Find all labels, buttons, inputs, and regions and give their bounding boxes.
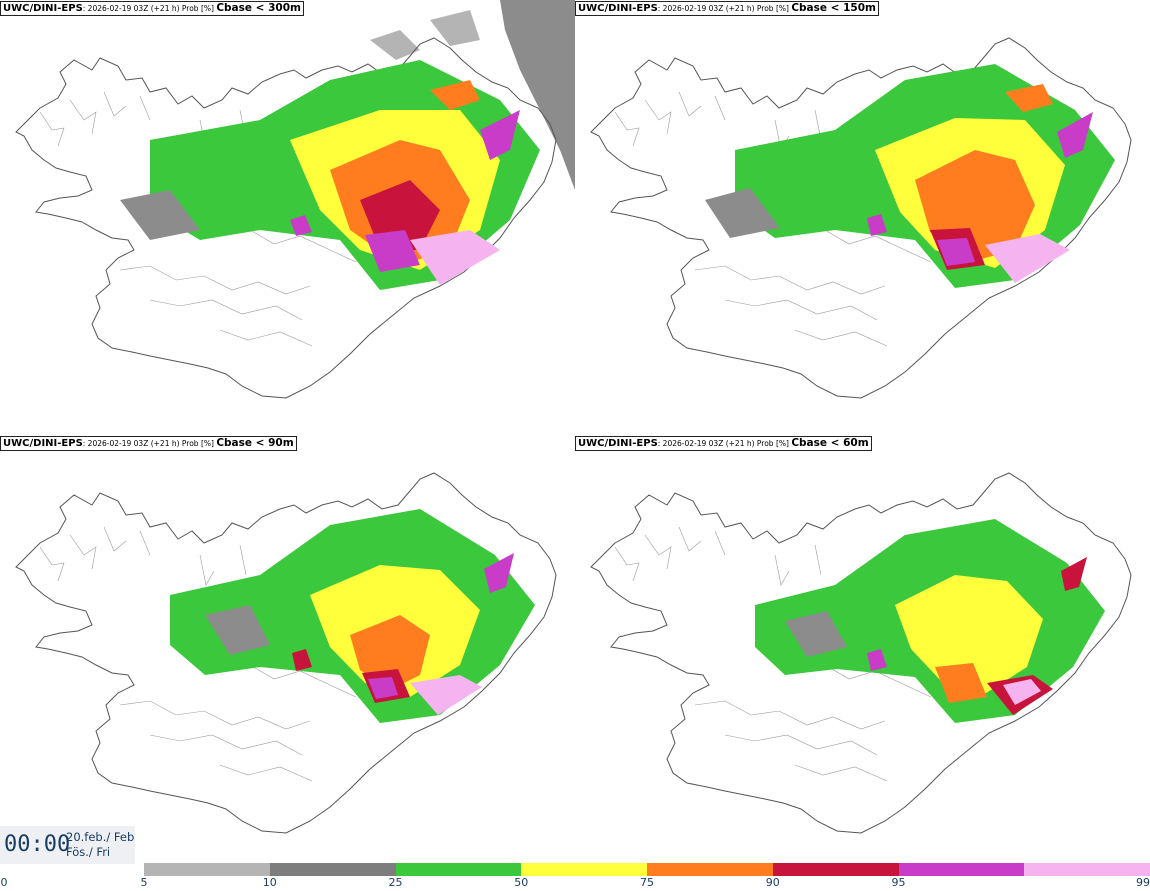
colorbar-segment bbox=[1024, 863, 1150, 876]
colorbar-tick-label: 25 bbox=[388, 876, 403, 889]
colorbar-tick-label: 0 bbox=[0, 876, 8, 889]
map-panel-cbase-300m: UWC/DINI-EPS: 2026-02-19 03Z (+21 h) Pro… bbox=[0, 0, 575, 435]
valid-time: 00:00 bbox=[4, 832, 71, 857]
colorbar-segment bbox=[395, 863, 522, 876]
map-panel-cbase-150m: UWC/DINI-EPS: 2026-02-19 03Z (+21 h) Pro… bbox=[575, 0, 1150, 435]
probability-map bbox=[15, 0, 575, 399]
panel-title: UWC/DINI-EPS: 2026-02-19 03Z (+21 h) Pro… bbox=[575, 436, 872, 451]
valid-time-box: 00:00 20.feb./ Feb Fös./ Fri bbox=[0, 826, 135, 864]
probability-map bbox=[590, 37, 1132, 399]
map-panel-cbase-90m: UWC/DINI-EPS: 2026-02-19 03Z (+21 h) Pro… bbox=[0, 435, 575, 870]
colorbar-segment bbox=[144, 863, 270, 876]
panel-title: UWC/DINI-EPS: 2026-02-19 03Z (+21 h) Pro… bbox=[0, 436, 297, 451]
colorbar-segment bbox=[269, 863, 396, 876]
colorbar-segment bbox=[898, 863, 1025, 876]
panel-title: UWC/DINI-EPS: 2026-02-19 03Z (+21 h) Pro… bbox=[575, 1, 879, 16]
colorbar-segment bbox=[647, 863, 773, 876]
valid-date: 20.feb./ Feb Fös./ Fri bbox=[66, 830, 135, 859]
colorbar-segment bbox=[772, 863, 899, 876]
colorbar-tick-label: 90 bbox=[765, 876, 780, 889]
colorbar-tick-label: 50 bbox=[514, 876, 529, 889]
map-panel-cbase-60m: UWC/DINI-EPS: 2026-02-19 03Z (+21 h) Pro… bbox=[575, 435, 1150, 870]
colorbar bbox=[144, 863, 1150, 876]
colorbar-segment bbox=[521, 863, 647, 876]
colorbar-tick-label: 95 bbox=[891, 876, 906, 889]
colorbar-tick-label: 5 bbox=[140, 876, 148, 889]
probability-map bbox=[15, 472, 557, 834]
colorbar-tick-label: 99 bbox=[1136, 876, 1150, 889]
panel-title: UWC/DINI-EPS: 2026-02-19 03Z (+21 h) Pro… bbox=[0, 1, 304, 16]
colorbar-tick-label: 75 bbox=[640, 876, 654, 889]
colorbar-tick-label: 10 bbox=[262, 876, 277, 889]
probability-map bbox=[590, 472, 1132, 834]
